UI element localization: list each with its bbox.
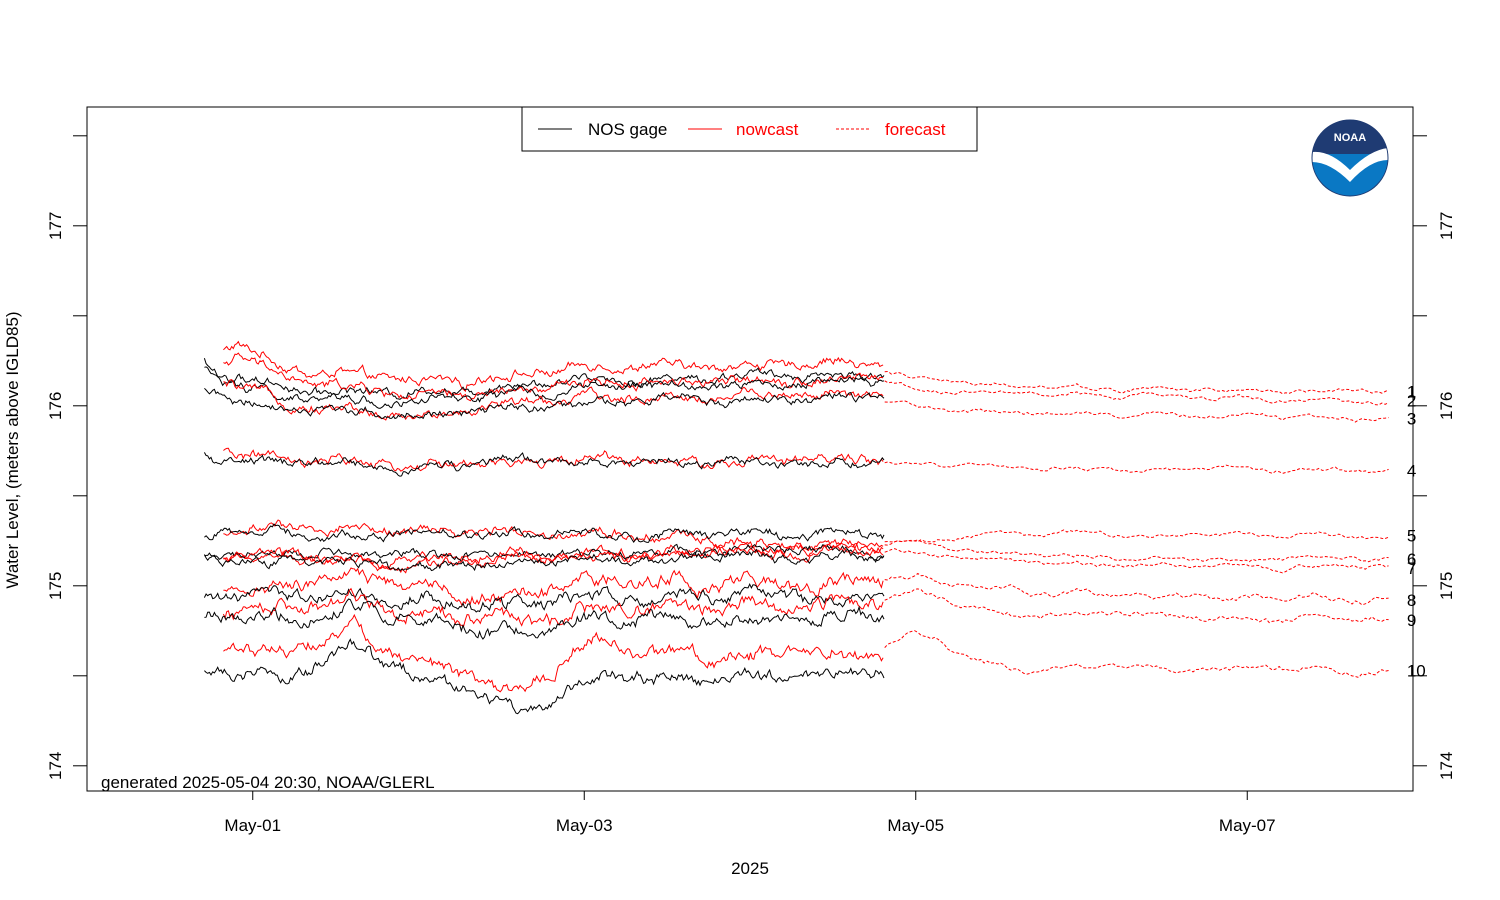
gage-line-station-8: [203, 582, 885, 613]
nowcast-line-station-5: [223, 519, 884, 552]
generated-footnote: generated 2025-05-04 20:30, NOAA/GLERL: [101, 773, 435, 792]
gage-line-station-3: [204, 387, 885, 420]
y-tick-label-left-175: 175: [46, 572, 65, 600]
legend: NOS gage nowcast forecast: [521, 106, 978, 152]
nowcast-line-station-6: [223, 541, 884, 572]
gage-line-station-1: [203, 358, 885, 400]
x-tick-label-May-05: May-05: [887, 816, 944, 835]
y-tick-label-right-175: 175: [1437, 572, 1456, 600]
station-label-4: 4: [1407, 462, 1416, 481]
noaa-logo-text: NOAA: [1334, 132, 1366, 144]
nowcast-line-station-9: [222, 587, 884, 627]
station-label-1: 1: [1407, 382, 1416, 401]
gage-line-station-5: [204, 523, 885, 544]
series-layer: [203, 340, 1389, 715]
nowcast-line-station-1: [223, 340, 884, 393]
station-label-10: 10: [1407, 661, 1426, 680]
y-tick-label-left-174: 174: [46, 752, 65, 780]
forecast-line-station-4: [884, 461, 1389, 474]
y-tick-label-right-176: 176: [1437, 392, 1456, 420]
y-tick-label-right-177: 177: [1437, 212, 1456, 240]
nowcast-line-station-4: [223, 447, 884, 472]
forecast-line-station-9: [884, 588, 1389, 624]
gage-line-station-4: [203, 452, 885, 477]
forecast-line-station-5: [884, 529, 1389, 546]
forecast-line-station-7: [884, 548, 1389, 574]
legend-box: [521, 106, 978, 152]
station-label-3: 3: [1407, 409, 1416, 428]
nowcast-line-station-10: [223, 613, 884, 693]
station-label-6: 6: [1407, 550, 1416, 569]
y-tick-label-left-176: 176: [46, 392, 65, 420]
station-label-9: 9: [1407, 611, 1416, 630]
y-tick-label-left-177: 177: [46, 212, 65, 240]
gage-line-station-2: [204, 366, 885, 409]
legend-nowcast-label: nowcast: [736, 120, 799, 139]
gage-line-station-10: [204, 638, 885, 715]
y-tick-label-right-174: 174: [1437, 752, 1456, 780]
x-tick-label-May-07: May-07: [1219, 816, 1276, 835]
nowcast-line-station-7: [223, 544, 884, 574]
forecast-line-station-1: [884, 370, 1389, 395]
y-axis-title: Water Level, (meters above IGLD85): [3, 311, 22, 588]
x-tick-label-May-01: May-01: [224, 816, 281, 835]
nowcast-line-station-2: [223, 352, 884, 402]
gage-line-station-7: [203, 548, 885, 572]
station-label-8: 8: [1407, 591, 1416, 610]
station-label-7: 7: [1407, 559, 1416, 578]
x-tick-label-May-03: May-03: [556, 816, 613, 835]
legend-forecast-label: forecast: [885, 120, 946, 139]
nowcast-line-station-8: [223, 567, 884, 607]
x-axis-title: 2025: [731, 859, 769, 878]
plot-frame: [86, 106, 1414, 792]
station-label-5: 5: [1407, 526, 1416, 545]
forecast-line-station-2: [884, 380, 1389, 406]
forecast-line-station-6: [884, 539, 1389, 563]
gage-line-station-9: [204, 598, 885, 640]
legend-gage-label: NOS gage: [588, 120, 667, 139]
forecast-line-station-3: [884, 400, 1389, 423]
station-label-2: 2: [1407, 391, 1416, 410]
forecast-line-station-10: [884, 630, 1389, 679]
noaa-logo: NOAA: [1311, 119, 1389, 197]
forecast-line-station-8: [884, 572, 1389, 606]
